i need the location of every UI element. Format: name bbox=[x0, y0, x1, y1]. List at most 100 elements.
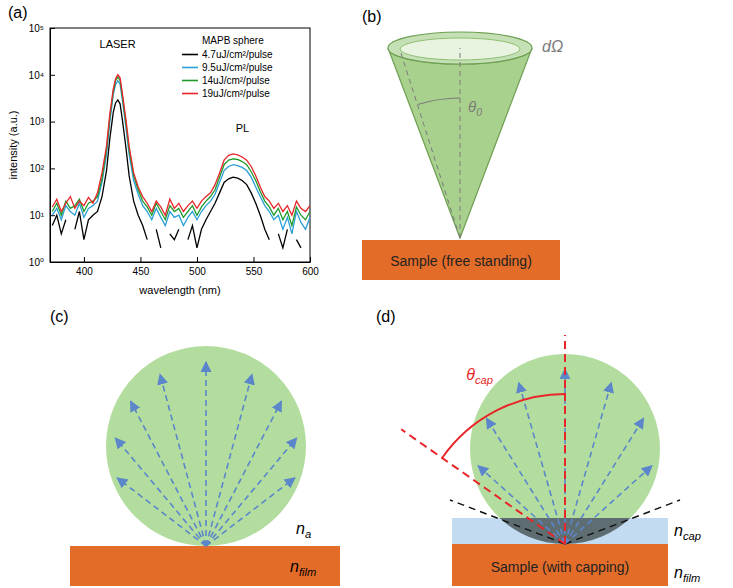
y-tick: 10³ bbox=[30, 116, 55, 127]
subscript: a bbox=[305, 528, 311, 540]
subscript: cap bbox=[475, 374, 493, 386]
panel-c: nanfilm(c) bbox=[50, 308, 340, 586]
ray-arrow bbox=[565, 418, 644, 544]
sample-slab bbox=[362, 240, 560, 280]
tick-mark bbox=[50, 28, 55, 29]
subscript: film bbox=[299, 566, 316, 578]
subscript: film bbox=[683, 572, 700, 584]
ray-arrow bbox=[206, 401, 281, 546]
ray-arrow bbox=[565, 466, 652, 544]
symbol: θ bbox=[468, 98, 476, 115]
panel-d: Sample (with capping)θcapncapnfilm(d) bbox=[376, 308, 701, 586]
legend-swatch bbox=[182, 80, 198, 82]
angle-arc bbox=[418, 98, 460, 104]
axis-line bbox=[51, 262, 311, 263]
tick-label: 600 bbox=[302, 266, 319, 277]
cone bbox=[388, 48, 532, 238]
y-tick: 10¹ bbox=[30, 210, 55, 221]
ray-arrow bbox=[478, 466, 565, 544]
tick-mark bbox=[140, 257, 141, 262]
y-tick: 10⁵ bbox=[29, 23, 55, 34]
x-axis: 400 450 500 550 600 bbox=[51, 257, 320, 277]
index-label: na bbox=[296, 520, 311, 540]
subscript: 0 bbox=[476, 106, 482, 118]
x-tick: 550 bbox=[246, 257, 263, 277]
axis-line bbox=[50, 29, 51, 263]
critical-dashed bbox=[565, 500, 680, 544]
panel-label: (b) bbox=[362, 8, 382, 25]
tick-label: 10³ bbox=[30, 116, 45, 127]
ray-arrow bbox=[131, 401, 206, 546]
tick-label: 10⁰ bbox=[29, 257, 44, 268]
plot-frame bbox=[50, 28, 310, 262]
tick-mark bbox=[253, 257, 254, 262]
tick-mark bbox=[50, 122, 55, 123]
panel-label: (c) bbox=[50, 308, 69, 325]
ray-arrow bbox=[115, 438, 206, 546]
tick-label: 400 bbox=[76, 266, 93, 277]
film-slab bbox=[70, 546, 340, 586]
figure: 400 450 500 550 600 10⁰ 10¹ 10² 10³ 10⁴ 10⁵ wavelen… bbox=[0, 0, 733, 588]
ray-arrow bbox=[206, 438, 297, 546]
sample-label: Sample (with capping) bbox=[491, 559, 630, 575]
ray-arrow bbox=[205, 362, 207, 546]
tick-label: 10⁵ bbox=[29, 23, 44, 34]
series-line bbox=[52, 75, 310, 215]
tick-mark bbox=[50, 262, 55, 263]
legend-label: 4.7uJ/cm²/pulse bbox=[202, 49, 273, 60]
film-slab bbox=[452, 544, 668, 586]
solid-angle-label: dΩ bbox=[542, 38, 563, 55]
x-tick: 500 bbox=[189, 257, 206, 277]
ray-arrow bbox=[519, 382, 565, 544]
cap-dashed bbox=[401, 429, 565, 544]
symbol: θ bbox=[466, 366, 475, 383]
tick-label: 450 bbox=[133, 266, 150, 277]
annotation: LASER bbox=[100, 38, 136, 50]
x-tick: 400 bbox=[76, 257, 93, 277]
ray-arrow bbox=[117, 478, 206, 546]
tick-label: 500 bbox=[189, 266, 206, 277]
y-axis: 10⁰ 10¹ 10² 10³ 10⁴ 10⁵ bbox=[29, 23, 55, 268]
tick-label: 10¹ bbox=[30, 210, 45, 221]
plot-lines bbox=[52, 75, 310, 248]
ray-arrow bbox=[486, 418, 565, 544]
angle-label: θ0 bbox=[468, 98, 482, 118]
y-tick: 10⁰ bbox=[29, 257, 55, 268]
legend: MAPB sphere 4.7uJ/cm²/pulse 9.5uJ/cm²/puls… bbox=[182, 35, 273, 99]
x-axis-title: wavelength (nm) bbox=[138, 284, 220, 296]
tick-mark bbox=[310, 257, 311, 262]
ray-arrow bbox=[206, 374, 252, 546]
symbol: n bbox=[290, 558, 299, 575]
legend-title: MAPB sphere bbox=[202, 35, 264, 46]
panel-b: Sample (free standing) θ0 dΩ (b) bbox=[362, 8, 563, 280]
index-label: nfilm bbox=[674, 564, 700, 584]
legend-swatch bbox=[182, 54, 198, 56]
normal-dashed bbox=[564, 335, 566, 544]
edge-dashed bbox=[400, 50, 460, 238]
legend-swatch bbox=[182, 93, 198, 95]
ray-arrow bbox=[206, 478, 295, 546]
index-label: nfilm bbox=[290, 558, 316, 578]
critical-dashed bbox=[450, 500, 565, 544]
y-axis-title: intensity (a.u.) bbox=[7, 110, 19, 179]
tick-mark bbox=[84, 257, 85, 262]
x-tick: 600 bbox=[302, 257, 319, 277]
sample-label: Sample (free standing) bbox=[390, 253, 532, 269]
tick-mark bbox=[197, 257, 198, 262]
angle-label: θcap bbox=[466, 366, 493, 386]
tick-label: 10² bbox=[30, 163, 45, 174]
y-tick: 10² bbox=[30, 163, 55, 174]
panel-label: (d) bbox=[376, 308, 396, 325]
series-line bbox=[52, 100, 310, 248]
symbol: n bbox=[674, 522, 683, 539]
tick-label: 10⁴ bbox=[29, 70, 44, 81]
ray-arrow bbox=[160, 374, 206, 546]
x-tick: 450 bbox=[133, 257, 150, 277]
tick-mark bbox=[50, 75, 55, 76]
emission-sphere bbox=[106, 346, 306, 546]
cap-arc bbox=[442, 394, 565, 458]
legend-label: 9.5uJ/cm²/pulse bbox=[202, 62, 273, 73]
legend-label: 14uJ/cm²/pulse bbox=[202, 75, 270, 86]
panel-label: (a) bbox=[8, 4, 28, 21]
subscript: cap bbox=[683, 530, 701, 542]
